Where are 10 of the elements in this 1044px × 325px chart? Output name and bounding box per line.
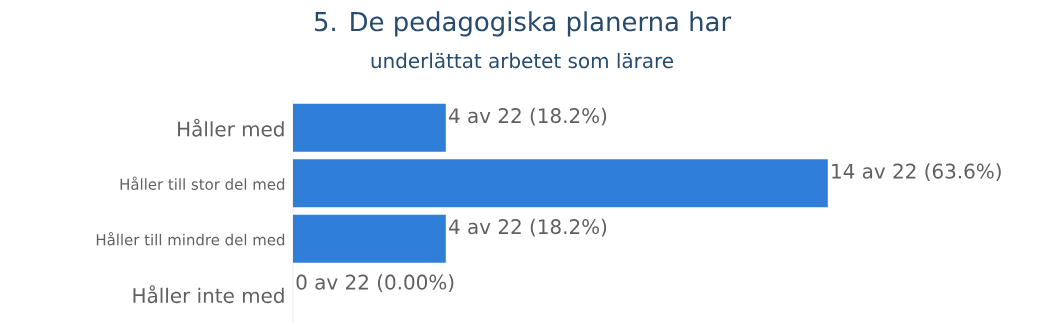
data-label: 4 av 22 (18.2%) [448,218,607,237]
y-tick-label: Håller till mindre del med [96,232,285,246]
data-label: 0 av 22 (0.00%) [296,274,454,293]
data-label: 4 av 22 (18.2%) [448,107,607,126]
chart-subtitle: underlättat arbetet som lärare [371,52,674,69]
y-tick-label: Håller till stor del med [120,176,285,190]
y-tick-label: Håller inte med [133,285,284,304]
data-label: 14 av 22 (63.6%) [832,163,1001,182]
chart-title: 5. De pedagogiska planerna har [314,11,732,37]
y-tick-label: Håller med [178,118,284,137]
